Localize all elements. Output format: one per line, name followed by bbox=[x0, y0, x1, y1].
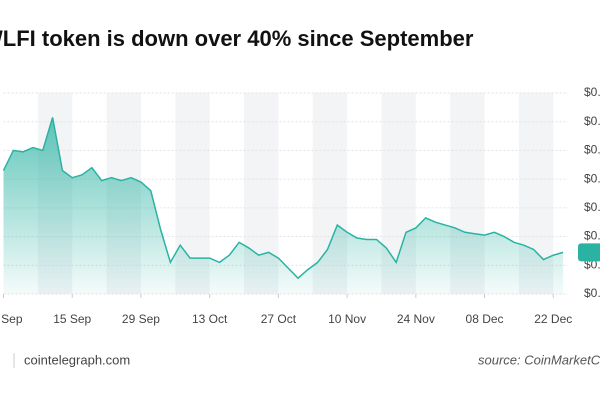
y-tick-label: $0.26 bbox=[584, 85, 600, 99]
x-tick-label: 22 Dec bbox=[534, 312, 572, 326]
x-tick-label: 10 Nov bbox=[328, 312, 366, 326]
footer-source: source: CoinMarketCap bbox=[478, 352, 600, 367]
y-tick-label: $0.16 bbox=[584, 229, 600, 243]
x-tick-label: 27 Oct bbox=[261, 312, 297, 326]
area bbox=[3, 117, 564, 295]
y-tick-label: $0.24 bbox=[584, 114, 600, 128]
y-tick-label: $0.12 bbox=[584, 286, 600, 300]
y-tick-label: $0.22 bbox=[584, 143, 600, 157]
x-tick-label: 24 Nov bbox=[397, 312, 435, 326]
x-tick-label: 01 Sep bbox=[0, 312, 23, 326]
x-tick-label: 08 Dec bbox=[466, 312, 504, 326]
y-tick-label: $0.18 bbox=[584, 200, 600, 214]
line bbox=[2, 117, 564, 280]
x-tick-label: 13 Oct bbox=[192, 312, 228, 326]
footer-site: cointelegraph.com bbox=[24, 352, 130, 367]
y-tick-label: $0.20 bbox=[584, 171, 600, 185]
chart-title: WLFI token is down over 40% since Septem… bbox=[0, 26, 474, 51]
x-tick-label: 29 Sep bbox=[122, 312, 160, 326]
last-price-marker bbox=[578, 243, 600, 262]
x-tick-label: 15 Sep bbox=[53, 312, 91, 326]
